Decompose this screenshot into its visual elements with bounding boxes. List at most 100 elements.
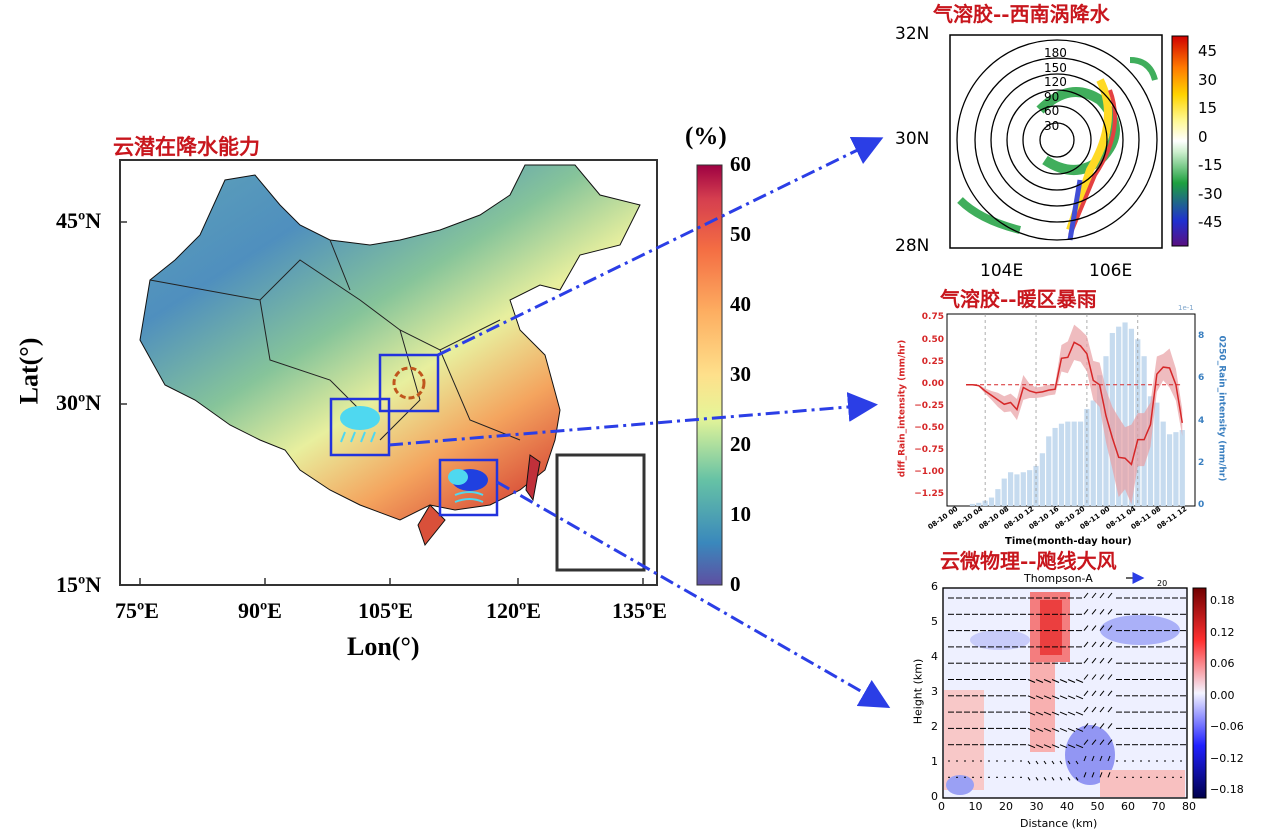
- colorbar-tick: −0.18: [1210, 783, 1244, 796]
- wind-vector: [1099, 706, 1105, 713]
- wind-vector: [1107, 657, 1113, 664]
- wind-vector: [1075, 760, 1079, 765]
- y-tick: 0.25: [921, 356, 944, 367]
- wind-vector: [1035, 679, 1044, 683]
- wind-vector: [1059, 679, 1068, 683]
- vortex-precip-field: [957, 57, 1158, 241]
- wind-vector: [1083, 625, 1089, 631]
- rain-bar: [1077, 421, 1084, 506]
- wind-vector: [1051, 777, 1055, 781]
- y-tick: −0.50: [914, 423, 944, 434]
- y-tick: 5: [931, 615, 938, 628]
- x-tick: 60: [1121, 800, 1135, 813]
- wind-vector: [1035, 760, 1039, 765]
- wind-vector: [1107, 772, 1111, 778]
- wind-vector: [1091, 739, 1097, 746]
- wind-vector: [1083, 641, 1089, 648]
- wind-vector: [1083, 772, 1087, 778]
- wind-vector: [1059, 760, 1063, 765]
- vortex-colorbar-tick: -15: [1198, 156, 1223, 174]
- wind-vector: [1099, 592, 1105, 599]
- colorbar-tick: 0.18: [1210, 594, 1235, 607]
- wind-vector: [1059, 727, 1068, 732]
- y-tick: 6: [931, 580, 938, 593]
- timeseries-title: 气溶胶--暖区暴雨: [940, 287, 1097, 311]
- vortex-x-tick: 106E: [1089, 261, 1133, 281]
- x-tick: 30: [1029, 800, 1044, 813]
- wind-vector: [1083, 706, 1089, 713]
- rain-bar: [1173, 432, 1179, 506]
- y-tick: −1.00: [914, 467, 944, 478]
- wind-vector: [1067, 695, 1076, 700]
- wind-vector: [1043, 711, 1052, 716]
- vortex-y-tick: 28N: [895, 236, 930, 256]
- x-tick: 70: [1151, 800, 1166, 813]
- wind-vector: [1059, 711, 1068, 716]
- wind-vector: [1083, 657, 1089, 664]
- region-box-warm-sector[interactable]: [329, 397, 391, 457]
- rain-bar: [988, 497, 995, 506]
- region-box-vortex[interactable]: [378, 353, 440, 413]
- wind-vector: [1099, 739, 1105, 746]
- wind-vectors: [948, 592, 1186, 781]
- y-tick: 0.00: [921, 378, 944, 389]
- y-tick-30N: 30ºN: [56, 390, 102, 415]
- colorbar-tick: 60: [730, 152, 751, 176]
- rain-bar: [1154, 402, 1160, 506]
- rain-bar: [1128, 328, 1135, 506]
- diff-uncertainty-band: [966, 324, 1183, 505]
- y-tick-15N: 15ºN: [56, 572, 102, 597]
- colorbar-tick: 40: [730, 292, 751, 316]
- x-tick-135E: 135ºE: [612, 598, 667, 623]
- wind-vector: [1027, 727, 1036, 732]
- vortex-y-tick: 32N: [895, 24, 930, 44]
- wind-vector: [1091, 608, 1097, 615]
- wind-vector: [1027, 777, 1031, 781]
- rain-bar: [1122, 322, 1128, 506]
- wind-vector: [1051, 760, 1055, 765]
- y-tick: −0.75: [914, 445, 944, 456]
- wind-vector: [1107, 674, 1113, 680]
- reference-vector-label: 20: [1157, 579, 1168, 588]
- wind-vector: [1051, 695, 1060, 700]
- wind-vector: [1043, 695, 1052, 700]
- y-tick: 2: [931, 720, 938, 733]
- wind-vector: [1027, 679, 1036, 683]
- wind-vector: [1091, 657, 1097, 664]
- wind-vector: [1027, 744, 1036, 749]
- vortex-colorbar-tick: -45: [1198, 213, 1223, 231]
- wind-vector: [1099, 641, 1105, 648]
- wind-vector: [1043, 679, 1052, 683]
- rain-bar: [1020, 472, 1026, 506]
- y2-tick: 6: [1198, 373, 1205, 384]
- wind-vector: [1043, 777, 1047, 781]
- wind-vector: [1083, 755, 1087, 762]
- colorbar-tick: 50: [730, 222, 751, 246]
- contour-label: 90: [1044, 89, 1060, 104]
- region-box-squall-line[interactable]: [438, 458, 499, 517]
- wind-vector: [1099, 690, 1105, 697]
- x-tick-75E: 75ºE: [115, 598, 159, 623]
- wind-vector: [1051, 744, 1060, 749]
- vortex-colorbar-tick: 0: [1198, 127, 1208, 146]
- map-panel-title: 云潜在降水能力: [113, 134, 260, 159]
- wind-vector: [1035, 744, 1044, 749]
- x-tick: 40: [1060, 800, 1074, 813]
- y-tick: 3: [931, 685, 938, 698]
- vortex-y-tick: 30N: [895, 129, 930, 149]
- contour-label: 180: [1044, 46, 1067, 60]
- squall-xlabel: Distance (km): [1020, 817, 1098, 830]
- rain-bar: [1071, 421, 1077, 506]
- y-tick: 4: [931, 650, 938, 663]
- wind-vector: [1067, 760, 1071, 765]
- wind-vector: [1035, 727, 1044, 732]
- wind-vector: [1107, 723, 1113, 729]
- wind-icon: [454, 491, 484, 503]
- rain-bar: [969, 503, 976, 506]
- wind-vector: [1099, 755, 1103, 762]
- x-tick: 80: [1182, 800, 1196, 813]
- contour-label: 150: [1044, 60, 1067, 75]
- timeseries-y2label: 0250_Rain_intensity (mm/hr): [1216, 335, 1227, 482]
- wind-vector: [1075, 727, 1084, 732]
- vortex-panel-title: 气溶胶--西南涡降水: [933, 2, 1110, 26]
